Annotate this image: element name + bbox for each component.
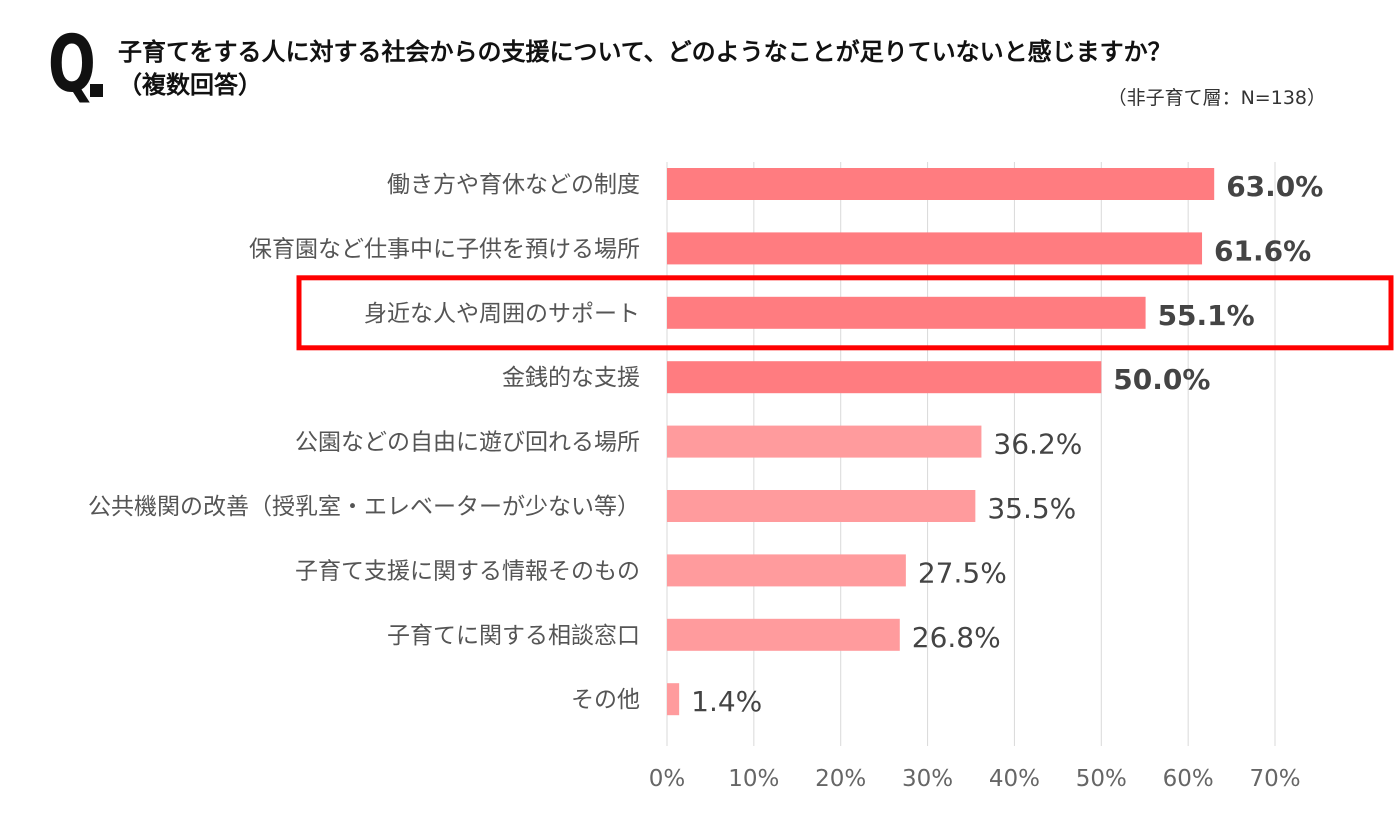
category-label: 身近な人や周囲のサポート — [364, 301, 640, 327]
value-label: 26.8% — [912, 621, 1001, 654]
category-label: 働き方や育休などの制度 — [387, 172, 640, 198]
x-tick-label: 60% — [1163, 766, 1214, 792]
category-label: 子育てに関する相談窓口 — [387, 623, 640, 649]
value-label: 36.2% — [993, 428, 1082, 461]
category-label: 公共機関の改善（授乳室・エレベーターが少ない等） — [88, 494, 640, 520]
x-tick-label: 0% — [649, 766, 686, 792]
value-label: 61.6% — [1214, 234, 1311, 267]
x-tick-label: 50% — [1076, 766, 1127, 792]
value-label: 35.5% — [987, 492, 1076, 525]
bar — [667, 554, 906, 587]
bar — [667, 490, 976, 522]
x-tick-label: 30% — [902, 766, 953, 792]
bar — [667, 168, 1215, 200]
category-label: 保育園など仕事中に子供を預ける場所 — [249, 236, 640, 262]
category-label: 子育て支援に関する情報そのもの — [295, 558, 640, 584]
q-mark-dot — [90, 84, 103, 97]
question-text: 子育てをする人に対する社会からの支援について、どのようなことが足りていないと感じ… — [118, 38, 1172, 99]
category-label: その他 — [571, 687, 640, 713]
x-tick-label: 20% — [815, 766, 866, 792]
bar — [667, 683, 680, 716]
bar — [667, 425, 982, 458]
value-label: 50.0% — [1113, 363, 1210, 396]
question-header: Q 子育てをする人に対する社会からの支援について、どのようなことが足りていないと… — [40, 18, 1360, 118]
highlight-box — [296, 275, 1394, 351]
category-label: 公園などの自由に遊び回れる場所 — [295, 430, 640, 456]
value-label: 1.4% — [691, 685, 762, 718]
x-tick-label: 40% — [989, 766, 1040, 792]
bar — [667, 296, 1146, 329]
q-mark-icon: Q — [48, 20, 96, 110]
bar — [667, 618, 900, 651]
category-label: 金銭的な支援 — [502, 365, 640, 391]
x-tick-label: 10% — [728, 766, 779, 792]
sample-size: （非子育て層：N=138） — [1107, 87, 1326, 109]
value-label: 55.1% — [1158, 299, 1255, 332]
value-label: 63.0% — [1226, 170, 1323, 203]
bar — [667, 232, 1203, 265]
value-label: 27.5% — [918, 556, 1007, 589]
x-tick-label: 70% — [1249, 766, 1300, 792]
bar — [667, 361, 1102, 394]
